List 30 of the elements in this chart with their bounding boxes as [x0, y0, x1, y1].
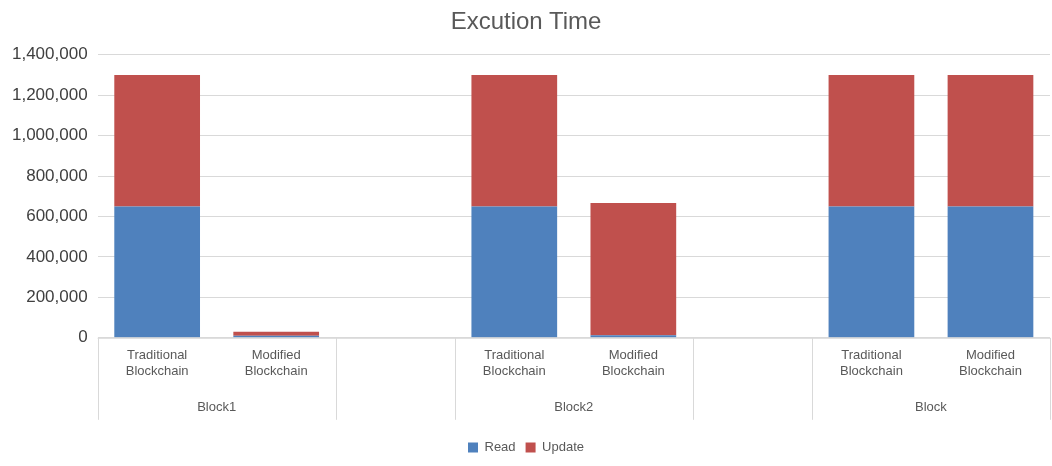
x-tick-label: Modified Blockchain — [601, 347, 665, 378]
bar — [947, 75, 1034, 207]
bar — [828, 75, 915, 207]
y-tick-label: 1,200,000 — [11, 84, 88, 104]
y-tick-label: 1,400,000 — [11, 44, 88, 64]
x-tick-label: Traditional Blockchain — [482, 347, 546, 378]
bar — [947, 206, 1034, 338]
bar — [471, 75, 558, 207]
y-tick-label: 400,000 — [26, 246, 88, 266]
text: Block2 — [554, 399, 594, 415]
y-tick-label: 800,000 — [26, 165, 88, 185]
legend-label: Update — [542, 439, 584, 455]
bar — [233, 331, 320, 336]
y-tick-label: 1,000,000 — [11, 125, 88, 145]
legend-label: Read — [484, 439, 516, 455]
x-tick-label: Traditional Blockchain — [125, 347, 189, 378]
bar — [114, 75, 201, 207]
y-tick-label: 0 — [78, 327, 88, 347]
bar — [471, 206, 558, 338]
text: Block — [915, 399, 948, 415]
text: Block1 — [197, 399, 237, 415]
chart-title: Excution Time — [450, 7, 602, 35]
y-tick-label: 600,000 — [26, 206, 88, 226]
x-tick-label: Modified Blockchain — [244, 347, 308, 378]
bar — [114, 206, 201, 338]
x-tick-label: Traditional Blockchain — [839, 347, 903, 378]
x-tick-label: Modified Blockchain — [959, 347, 1022, 378]
bar — [590, 202, 677, 336]
y-tick-label: 200,000 — [26, 287, 88, 307]
bar — [828, 206, 915, 338]
